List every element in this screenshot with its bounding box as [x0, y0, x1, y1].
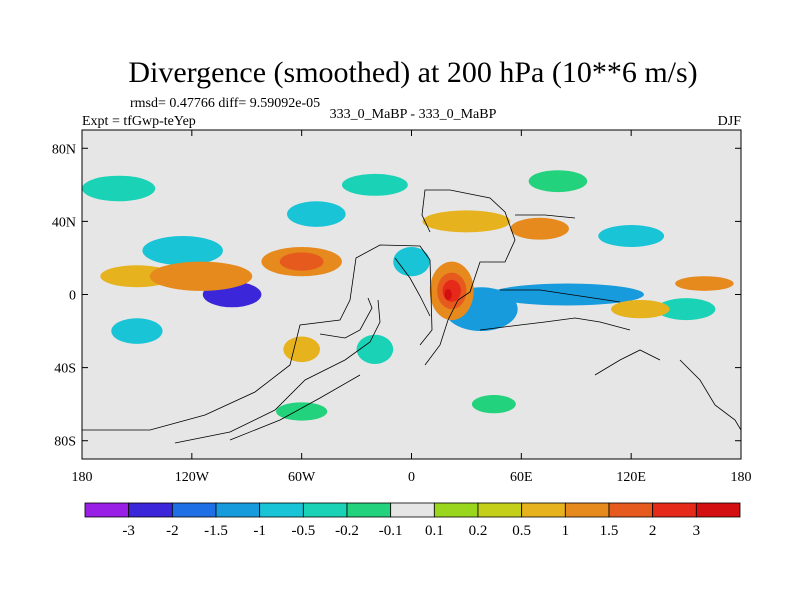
contour-blob — [444, 289, 452, 300]
contour-blob — [142, 236, 223, 266]
contour-blob — [611, 299, 670, 319]
y-tick-label: 0 — [69, 289, 76, 304]
colorbar-label: -1 — [253, 523, 266, 539]
colorbar-label: 1 — [562, 523, 570, 539]
colorbar-swatch — [477, 502, 523, 518]
contour-blob — [656, 298, 716, 321]
colorbar-label: 1.5 — [600, 523, 619, 539]
contour-blob — [111, 318, 163, 344]
continent-outline — [229, 374, 361, 441]
colorbar-label: 0.5 — [512, 523, 531, 539]
contour-blob — [675, 276, 734, 291]
y-tick-label: 40S — [54, 362, 76, 377]
rmsd-label: rmsd= 0.47766 diff= 9.59092e-05 — [130, 96, 320, 111]
colorbar-swatch — [84, 502, 130, 518]
colorbar-swatch — [128, 502, 173, 518]
colorbar-label: -3 — [122, 523, 135, 539]
colorbar-swatch — [171, 502, 217, 518]
colorbar-swatch — [215, 502, 261, 518]
x-tick-label: 120E — [616, 470, 646, 485]
continent-outline — [679, 359, 741, 431]
continent-outline — [82, 244, 433, 431]
x-tick-label: 60W — [288, 470, 316, 485]
colorbar-label: -0.1 — [379, 523, 403, 539]
colorbar-swatch — [695, 502, 741, 518]
colorbar-swatch — [564, 502, 610, 518]
contour-blob — [283, 336, 320, 363]
contour-blob — [598, 225, 665, 247]
colorbar-label: -1.5 — [204, 523, 228, 539]
x-tick-label: 180 — [72, 470, 93, 485]
x-axis: 180 120W 60W 0 60E 120E 180 — [72, 130, 752, 485]
x-tick-label: 0 — [408, 470, 415, 485]
colorbar-label: 2 — [649, 523, 657, 539]
contour-blob — [287, 201, 346, 227]
contour-blob — [471, 395, 516, 414]
continent-outline — [174, 299, 381, 444]
colorbar-swatch — [302, 502, 348, 518]
colorbar-swatch — [652, 502, 697, 518]
colorbar-swatch — [433, 502, 479, 518]
continent-outlines — [82, 189, 741, 444]
colorbar-label: -0.5 — [291, 523, 315, 539]
contour-blob — [149, 261, 253, 291]
continent-outline — [515, 214, 576, 219]
colorbar-label: 3 — [693, 523, 701, 539]
colorbar-label: -0.2 — [335, 523, 359, 539]
colorbar-swatch — [259, 502, 304, 518]
contour-blob — [422, 210, 511, 233]
colorbar-label: -2 — [166, 523, 179, 539]
contour-blob — [341, 173, 408, 196]
plot-area — [81, 129, 742, 460]
contour-blob — [528, 170, 588, 193]
chart-title: Divergence (smoothed) at 200 hPa (10**6 … — [128, 56, 697, 89]
colorbar-swatch — [608, 502, 654, 518]
x-tick-label: 180 — [731, 470, 752, 485]
continent-outline — [394, 257, 431, 317]
continent-outline — [500, 289, 621, 303]
x-tick-label: 120W — [175, 470, 210, 485]
contour-blob — [276, 402, 328, 421]
continent-outline — [594, 349, 661, 376]
y-axis: 80N 40N 0 40S 80S — [52, 142, 741, 450]
contour-blob — [356, 334, 394, 364]
colorbar-swatch — [390, 502, 435, 518]
continent-outline — [479, 317, 631, 331]
colorbar-label: 0.2 — [469, 523, 488, 539]
colorbar-label: 0.1 — [425, 523, 444, 539]
season-label: DJF — [718, 114, 742, 129]
contour-blob — [510, 217, 569, 240]
contour-blob — [442, 279, 461, 302]
continent-outline — [319, 297, 373, 339]
colorbar-swatch — [521, 502, 566, 518]
expt-label: Expt = tfGwp-teYep — [82, 114, 196, 129]
colorbar: -3 -2 -1.5 -1 -0.5 -0.2 -0.1 0.1 0.2 0.5 1 1.5 2 3 — [84, 502, 741, 539]
y-tick-label: 80N — [52, 142, 76, 157]
x-tick-label: 60E — [510, 470, 533, 485]
continent-outline — [421, 189, 516, 366]
case-label: 333_0_MaBP - 333_0_MaBP — [330, 107, 497, 122]
y-tick-label: 40N — [52, 215, 76, 230]
colorbar-swatch — [346, 502, 392, 518]
contour-blob — [82, 175, 156, 202]
y-tick-label: 80S — [54, 435, 76, 450]
contour-blob — [279, 252, 324, 271]
contour-blob — [393, 246, 430, 277]
